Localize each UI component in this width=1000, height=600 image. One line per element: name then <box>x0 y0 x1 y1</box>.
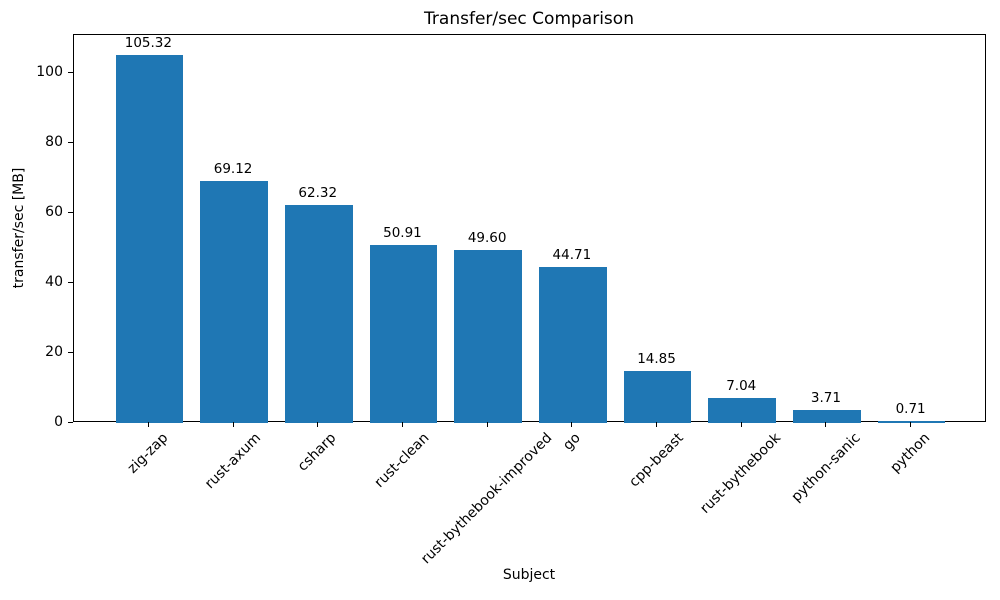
bar-python-sanic <box>793 410 861 423</box>
x-axis-label: Subject <box>502 567 556 583</box>
x-tick-mark <box>486 422 488 427</box>
x-tick-mark <box>910 422 912 427</box>
x-tick-mark <box>825 422 827 427</box>
x-tick-label: go <box>559 430 584 454</box>
x-tick-mark <box>317 422 319 427</box>
bar-rust-axum <box>200 181 268 423</box>
y-tick-label: 0 <box>54 414 63 430</box>
bar-zig-zap <box>115 54 184 423</box>
bar-value-label: 0.71 <box>895 400 926 417</box>
x-tick-label: cpp-beast <box>626 430 687 491</box>
y-axis-label: transfer/sec [MB] <box>11 167 27 289</box>
bar-csharp <box>284 205 353 423</box>
x-tick-mark <box>232 422 234 427</box>
x-tick-label: python <box>887 430 934 476</box>
x-tick-mark <box>740 422 742 427</box>
bar-rust-bythebook-improved <box>454 249 523 423</box>
bar-value-label: 62.32 <box>298 185 338 202</box>
bar-value-label: 3.71 <box>810 390 841 407</box>
x-tick-label: rust-bythebook-improved <box>418 430 556 568</box>
bar-python <box>877 420 946 423</box>
bar-value-label: 7.04 <box>726 378 757 395</box>
bar-value-label: 50.91 <box>383 225 422 242</box>
y-tick-label: 20 <box>45 344 63 361</box>
y-tick-mark <box>68 71 73 73</box>
bar-value-label: 105.32 <box>124 34 172 51</box>
x-tick-mark <box>401 422 403 427</box>
x-tick-mark <box>147 422 149 427</box>
y-tick-mark <box>68 421 73 423</box>
y-tick-mark <box>68 141 73 143</box>
y-tick-label: 100 <box>36 64 63 81</box>
x-tick-mark <box>571 422 573 427</box>
bar-value-label: 49.60 <box>467 229 507 246</box>
bar-value-label: 14.85 <box>637 351 676 368</box>
x-tick-label: rust-clean <box>371 430 433 491</box>
x-tick-mark <box>656 422 658 427</box>
y-tick-label: 40 <box>45 274 63 291</box>
y-tick-mark <box>68 351 73 353</box>
y-tick-mark <box>68 211 73 213</box>
x-tick-label: python-sanic <box>788 430 864 506</box>
bar-rust-bythebook <box>708 398 777 423</box>
bar-cpp-beast <box>623 371 692 423</box>
bar-go <box>538 266 607 423</box>
y-tick-label: 80 <box>45 134 63 151</box>
x-tick-label: rust-bythebook <box>697 430 785 517</box>
y-tick-mark <box>68 281 73 283</box>
x-tick-label: csharp <box>295 430 340 475</box>
bar-value-label: 44.71 <box>552 246 592 263</box>
x-tick-label: zig-zap <box>124 430 172 477</box>
x-tick-label: rust-axum <box>201 430 264 493</box>
bar-rust-clean <box>369 245 438 423</box>
y-tick-label: 60 <box>45 204 63 221</box>
bar-value-label: 69.12 <box>213 161 253 178</box>
plot-area <box>73 34 986 423</box>
chart-title: Transfer/sec Comparison <box>424 9 634 29</box>
